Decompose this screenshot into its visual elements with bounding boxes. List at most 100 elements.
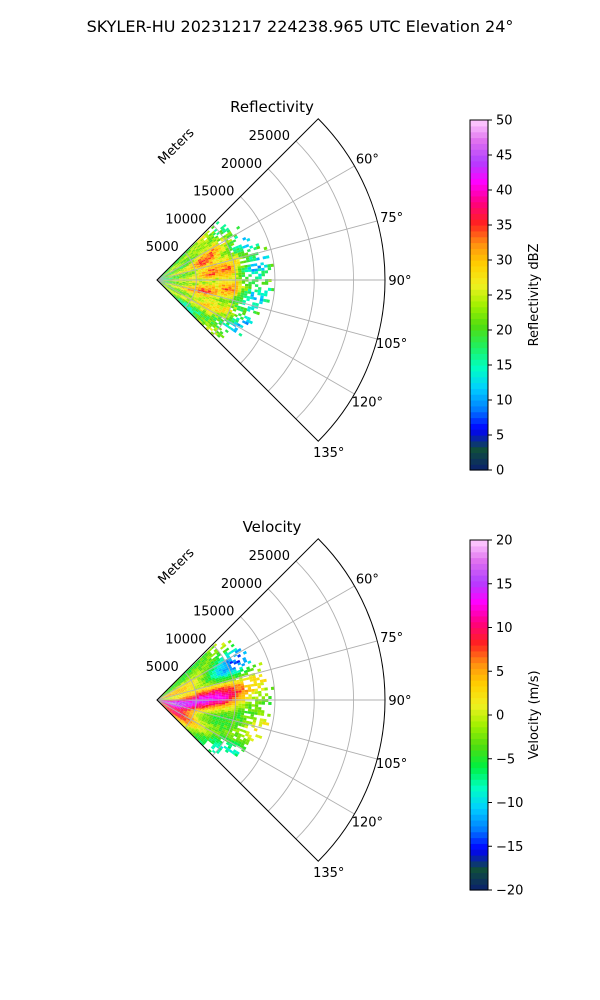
radar-cell [183, 253, 187, 257]
radar-cell [220, 724, 225, 727]
radar-cell [180, 270, 185, 272]
radar-cell [192, 694, 196, 696]
radar-cell [171, 704, 175, 707]
radar-cell [248, 721, 253, 725]
radar-cell [220, 673, 225, 677]
radar-cell [196, 713, 200, 716]
radar-cell [188, 295, 192, 299]
radar-cell [225, 647, 230, 652]
radar-cell [161, 703, 164, 706]
radar-cell [179, 697, 183, 699]
radar-cell [198, 241, 203, 245]
radar-cell [165, 695, 169, 697]
radar-cell [201, 692, 206, 694]
radar-cell [250, 714, 254, 717]
radar-cell [220, 312, 225, 316]
radar-cell [178, 713, 182, 717]
radar-cell [165, 698, 170, 699]
radar-cell [205, 692, 209, 695]
radar-cell [188, 696, 193, 698]
radar-cell [163, 285, 167, 288]
radar-cell [208, 306, 213, 309]
radar-cell [186, 718, 191, 721]
radar-cell [207, 242, 212, 246]
azimuth-tick-label: 90° [388, 274, 411, 289]
radar-cell [214, 660, 218, 664]
radar-cell [180, 715, 185, 718]
radar-cell [206, 655, 210, 659]
radar-cell [218, 277, 223, 280]
radar-cell [244, 267, 248, 270]
radar-cell [191, 733, 195, 737]
radar-cell [196, 317, 200, 321]
radar-cell [198, 700, 203, 702]
radar-cell [241, 710, 245, 713]
radar-cell [162, 702, 166, 704]
radar-cell [210, 292, 214, 295]
radar-cell [241, 692, 245, 695]
radar-cell [172, 682, 176, 685]
radar-cell [214, 315, 219, 319]
radar-cell [221, 667, 226, 671]
radar-cell [190, 290, 194, 293]
radar-cell [199, 721, 204, 725]
radar-cell [163, 272, 167, 275]
radar-cell [202, 240, 206, 244]
radar-cell [234, 313, 238, 318]
radar-cell [200, 677, 205, 680]
radar-cell [197, 686, 201, 689]
radar-cell [238, 697, 242, 700]
radar-cell [203, 652, 208, 656]
radar-cell [182, 712, 186, 716]
radar-cell [208, 707, 212, 710]
radar-cell [225, 284, 229, 287]
radar-cell [223, 313, 228, 317]
radar-cell [247, 269, 252, 272]
radar-cell [206, 262, 210, 265]
radar-cell [176, 295, 180, 299]
radar-cell [161, 274, 165, 277]
radar-cell [241, 270, 245, 273]
radar-cell [232, 317, 236, 322]
radar-cell [226, 671, 231, 675]
radar-cell [214, 290, 218, 293]
colorbar-segment [470, 207, 488, 214]
radar-cell [198, 305, 202, 308]
radar-cell [184, 289, 188, 292]
radar-cell [171, 694, 175, 696]
radar-cell [254, 691, 259, 694]
radar-cell [227, 263, 231, 267]
radar-cell [198, 274, 203, 277]
radar-cell [176, 715, 180, 719]
radar-cell [169, 276, 173, 278]
radar-cell [185, 299, 190, 303]
radar-cell [198, 287, 202, 289]
radar-cell [229, 233, 233, 237]
radar-cell [187, 289, 191, 292]
radar-cell [222, 668, 226, 672]
radar-cell [213, 228, 218, 233]
radar-cell [207, 677, 212, 680]
radar-cell [204, 268, 208, 271]
radar-cell [221, 302, 225, 306]
radar-cell [171, 266, 175, 269]
radar-cell [257, 712, 261, 716]
radar-cell [208, 237, 212, 242]
radar-cell [255, 701, 259, 705]
radar-cell [173, 294, 177, 298]
colorbar-segment [470, 703, 488, 710]
radar-cell [210, 331, 215, 335]
radar-cell [220, 293, 224, 296]
radar-cell [185, 284, 189, 286]
radar-cell [172, 710, 176, 713]
radar-cell [179, 297, 183, 301]
radar-cell [231, 689, 235, 692]
radar-cell [244, 286, 249, 289]
radar-cell [205, 653, 209, 658]
radar-cell [200, 737, 205, 741]
radar-cell [234, 302, 239, 306]
radar-cell [169, 268, 173, 272]
radar-cell [197, 269, 202, 271]
